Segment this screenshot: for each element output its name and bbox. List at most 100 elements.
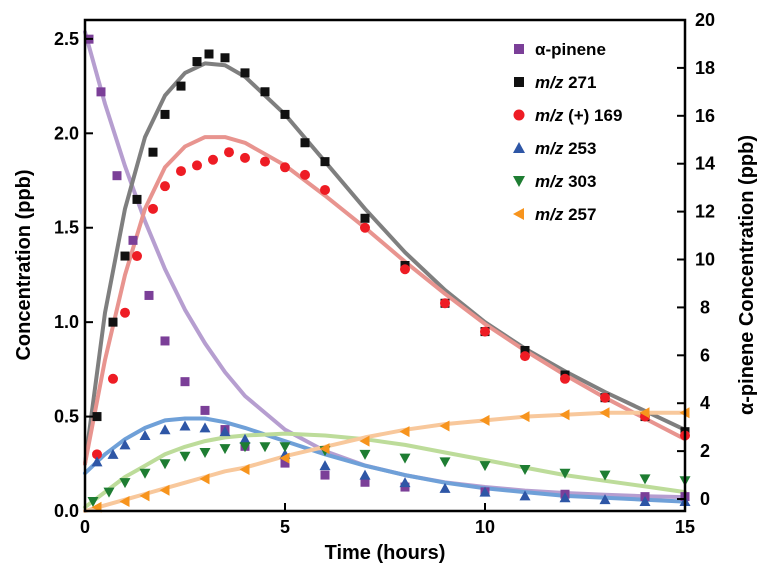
legend-marker-5 <box>513 208 524 220</box>
data-point-s4-1 <box>103 487 115 498</box>
y-tick-label-0: 0.0 <box>54 501 79 521</box>
data-point-s2-7 <box>192 160 202 171</box>
data-point-s3-14 <box>479 486 491 497</box>
y-right-tick-label-9: 18 <box>695 58 715 78</box>
data-point-s1-15 <box>360 213 370 223</box>
data-point-s5-15 <box>639 407 650 419</box>
data-point-s0-1 <box>96 87 106 97</box>
x-tick-label-3: 15 <box>675 517 695 537</box>
data-point-s1-3 <box>132 194 142 204</box>
data-point-s1-10 <box>240 68 250 78</box>
y-axis-right: 0 2 4 6 8 10 12 14 16 18 20 <box>677 10 715 509</box>
data-point-s2-13 <box>300 169 310 180</box>
data-point-s0-12 <box>360 477 370 487</box>
data-point-s3-10 <box>319 460 331 471</box>
y-right-tick-label-1: 2 <box>700 441 710 461</box>
fit-curve-4 <box>83 431 687 510</box>
data-point-s3-17 <box>599 494 611 505</box>
data-points <box>84 34 691 513</box>
data-point-s0-6 <box>180 377 190 387</box>
data-point-s1-8 <box>204 49 214 59</box>
x-axis-title: Time (hours) <box>325 542 446 564</box>
data-point-s5-5 <box>239 463 250 475</box>
data-point-s2-1 <box>108 373 118 384</box>
y-right-tick-label-5: 10 <box>695 250 715 270</box>
data-point-s3-16 <box>559 492 571 503</box>
y-axis-left: 0.0 0.5 1.0 1.5 2.0 2.5 <box>54 29 93 521</box>
data-point-s3-7 <box>219 426 231 437</box>
data-point-s5-13 <box>559 409 570 421</box>
data-point-s3-3 <box>139 429 151 440</box>
y-tick-label-5: 2.5 <box>54 29 79 49</box>
data-point-s0-3 <box>128 235 138 245</box>
data-point-s2-17 <box>440 298 450 309</box>
data-point-s4-7 <box>219 444 231 455</box>
data-point-s4-18 <box>599 470 611 481</box>
y-right-tick-label-10: 20 <box>695 10 715 30</box>
data-point-s0-5 <box>160 336 170 346</box>
data-point-s4-10 <box>279 442 291 453</box>
plot-frame <box>83 18 687 513</box>
data-point-s5-10 <box>439 420 450 432</box>
data-point-s2-16 <box>400 264 410 275</box>
data-point-s4-2 <box>119 478 131 489</box>
x-tick-label-2: 10 <box>475 517 495 537</box>
data-point-s0-2 <box>112 171 122 181</box>
y-right-tick-label-7: 14 <box>695 154 715 174</box>
data-point-s4-12 <box>359 449 371 460</box>
data-point-s2-8 <box>208 154 218 165</box>
fit-curve-3 <box>83 416 687 504</box>
data-point-s4-16 <box>519 464 531 475</box>
data-point-s2-20 <box>560 373 570 384</box>
data-point-s1-5 <box>160 109 170 119</box>
data-point-s4-4 <box>159 459 171 470</box>
y-right-tick-label-2: 4 <box>700 393 710 413</box>
x-tick-label-1: 5 <box>280 517 290 537</box>
data-point-s1-7 <box>192 57 202 67</box>
legend-marker-3 <box>513 142 525 153</box>
data-point-s1-13 <box>300 138 310 148</box>
data-point-s1-1 <box>108 317 118 327</box>
data-point-s5-4 <box>199 473 210 485</box>
data-point-s2-6 <box>176 166 186 177</box>
data-point-s5-6 <box>279 452 290 464</box>
fit-curve-2 <box>83 135 687 466</box>
data-point-s3-15 <box>519 490 531 501</box>
data-point-s3-2 <box>119 439 131 450</box>
data-point-s5-1 <box>119 496 130 508</box>
legend-marker-4 <box>513 176 525 187</box>
data-point-s2-15 <box>360 222 370 233</box>
data-point-s2-12 <box>280 162 290 173</box>
data-point-s1-2 <box>120 251 130 261</box>
data-point-s0-11 <box>320 470 330 480</box>
data-point-s0-10 <box>280 458 290 468</box>
data-point-s2-4 <box>148 203 158 214</box>
data-point-s2-10 <box>240 152 250 163</box>
data-point-s5-11 <box>479 414 490 426</box>
fit-curve-0 <box>83 30 687 500</box>
data-point-s2-0 <box>92 449 102 460</box>
data-point-s2-21 <box>600 392 610 403</box>
legend-label-5: m/z 257 <box>535 205 596 224</box>
data-point-s3-11 <box>359 469 371 480</box>
fit-curves <box>83 30 687 513</box>
legend-label-2: m/z (+) 169 <box>535 106 622 125</box>
data-point-s3-13 <box>439 482 451 493</box>
data-point-s4-17 <box>559 468 571 479</box>
data-point-s2-14 <box>320 184 330 195</box>
data-point-s0-7 <box>200 405 210 415</box>
data-point-s5-2 <box>139 490 150 502</box>
legend-label-1: m/z 271 <box>535 73 596 92</box>
data-point-s1-0 <box>92 412 102 422</box>
data-point-s3-8 <box>239 433 251 444</box>
data-point-s3-4 <box>159 424 171 435</box>
data-point-s1-11 <box>260 87 270 97</box>
data-point-s1-14 <box>320 157 330 167</box>
legend: α-pinene m/z 271 m/z (+) 169 m/z 253 m/z 303… <box>513 40 622 224</box>
data-point-s3-12 <box>399 477 411 488</box>
data-point-s4-13 <box>399 453 411 464</box>
x-tick-label-0: 0 <box>80 517 90 537</box>
legend-label-3: m/z 253 <box>535 139 596 158</box>
data-point-s2-5 <box>160 181 170 192</box>
